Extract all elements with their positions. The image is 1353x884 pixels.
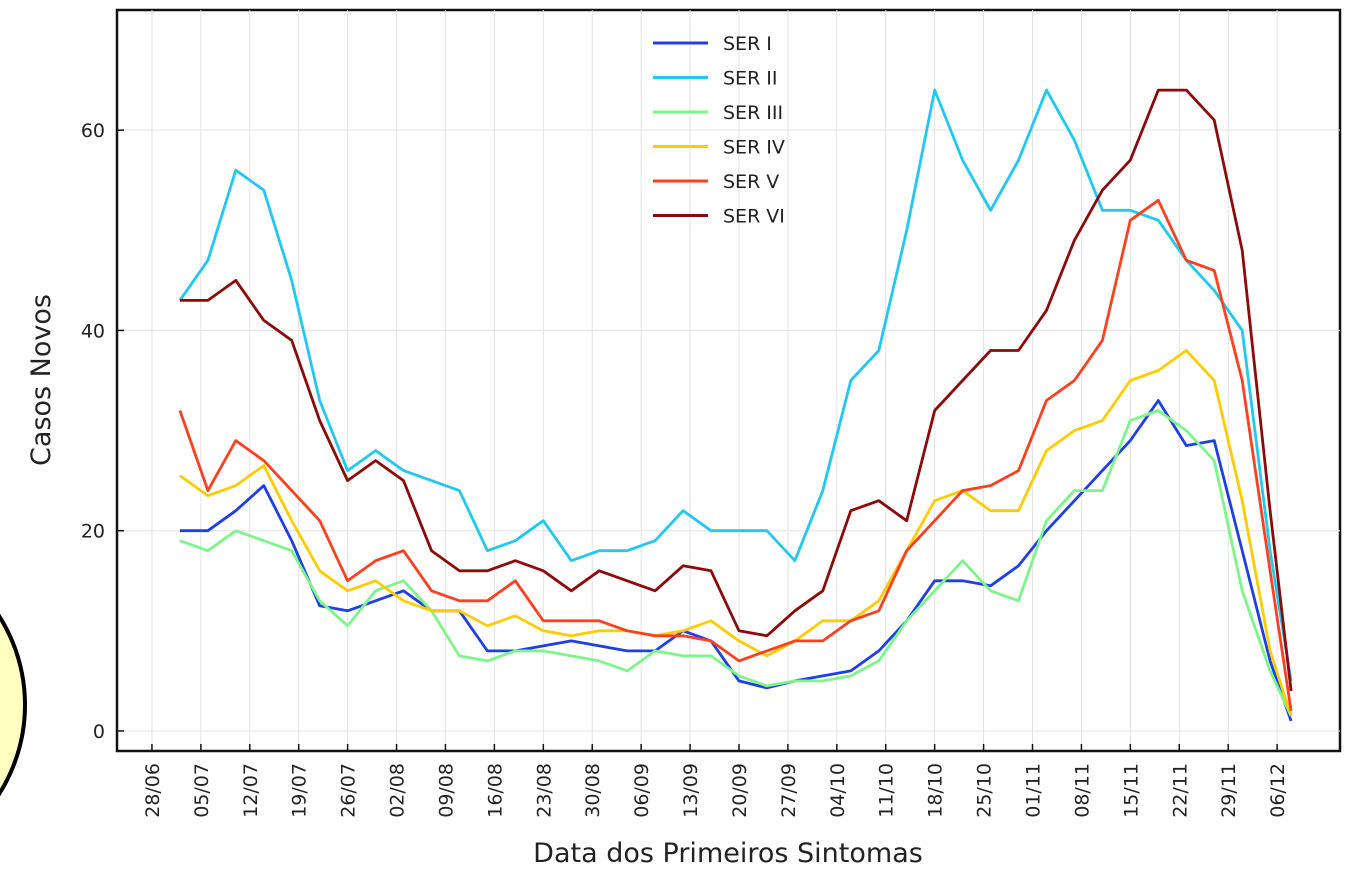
- x-tick-label: 19/07: [289, 763, 311, 818]
- x-tick-label: 25/10: [974, 763, 996, 818]
- legend-label: SER V: [723, 171, 779, 193]
- y-tick-label: 40: [81, 320, 105, 342]
- x-tick-label: 02/08: [387, 763, 409, 818]
- x-tick-label: 22/11: [1169, 763, 1191, 818]
- x-tick-label: 15/11: [1120, 763, 1142, 818]
- y-tick-label: 60: [81, 120, 105, 142]
- x-tick-label: 12/07: [240, 763, 262, 818]
- x-tick-label: 26/07: [338, 763, 360, 818]
- x-tick-label: 20/09: [729, 763, 751, 818]
- series-line: [178, 88, 1293, 682]
- x-tick-label: 16/08: [484, 763, 506, 818]
- x-tick-label: 23/08: [533, 763, 555, 818]
- x-tick-label: 29/11: [1218, 763, 1240, 818]
- legend-label: SER I: [723, 33, 772, 55]
- y-tick-label: 20: [81, 521, 105, 543]
- y-axis-label: Casos Novos: [26, 294, 57, 466]
- plot-frame: [115, 8, 1342, 753]
- legend-label: SER II: [723, 68, 778, 90]
- x-tick-label: 09/08: [435, 763, 457, 818]
- legend-label: SER IV: [723, 137, 785, 159]
- x-tick-label: 04/10: [827, 763, 849, 818]
- x-axis-label: Data dos Primeiros Sintomas: [533, 838, 923, 869]
- y-tick-label: 0: [93, 721, 105, 743]
- legend-label: SER III: [723, 102, 783, 124]
- x-tick-label: 06/09: [631, 763, 653, 818]
- x-tick-label: 08/11: [1071, 763, 1093, 818]
- x-tick-label: 18/10: [925, 763, 947, 818]
- x-tick-label: 01/11: [1023, 763, 1045, 818]
- series-line: [179, 409, 1293, 717]
- x-tick-label: 28/06: [142, 763, 164, 818]
- series-line: [179, 349, 1293, 717]
- x-tick-label: 27/09: [778, 763, 800, 818]
- x-tick-label: 06/12: [1267, 763, 1289, 818]
- x-tick-label: 30/08: [582, 763, 604, 818]
- legend-label: SER VI: [723, 206, 785, 228]
- x-tick-label: 11/10: [876, 763, 898, 818]
- series-line: [179, 88, 1293, 692]
- overlay-shape: [0, 613, 27, 797]
- x-tick-label: 13/09: [680, 763, 702, 818]
- x-tick-label: 05/07: [191, 763, 213, 818]
- series-line: [178, 198, 1293, 712]
